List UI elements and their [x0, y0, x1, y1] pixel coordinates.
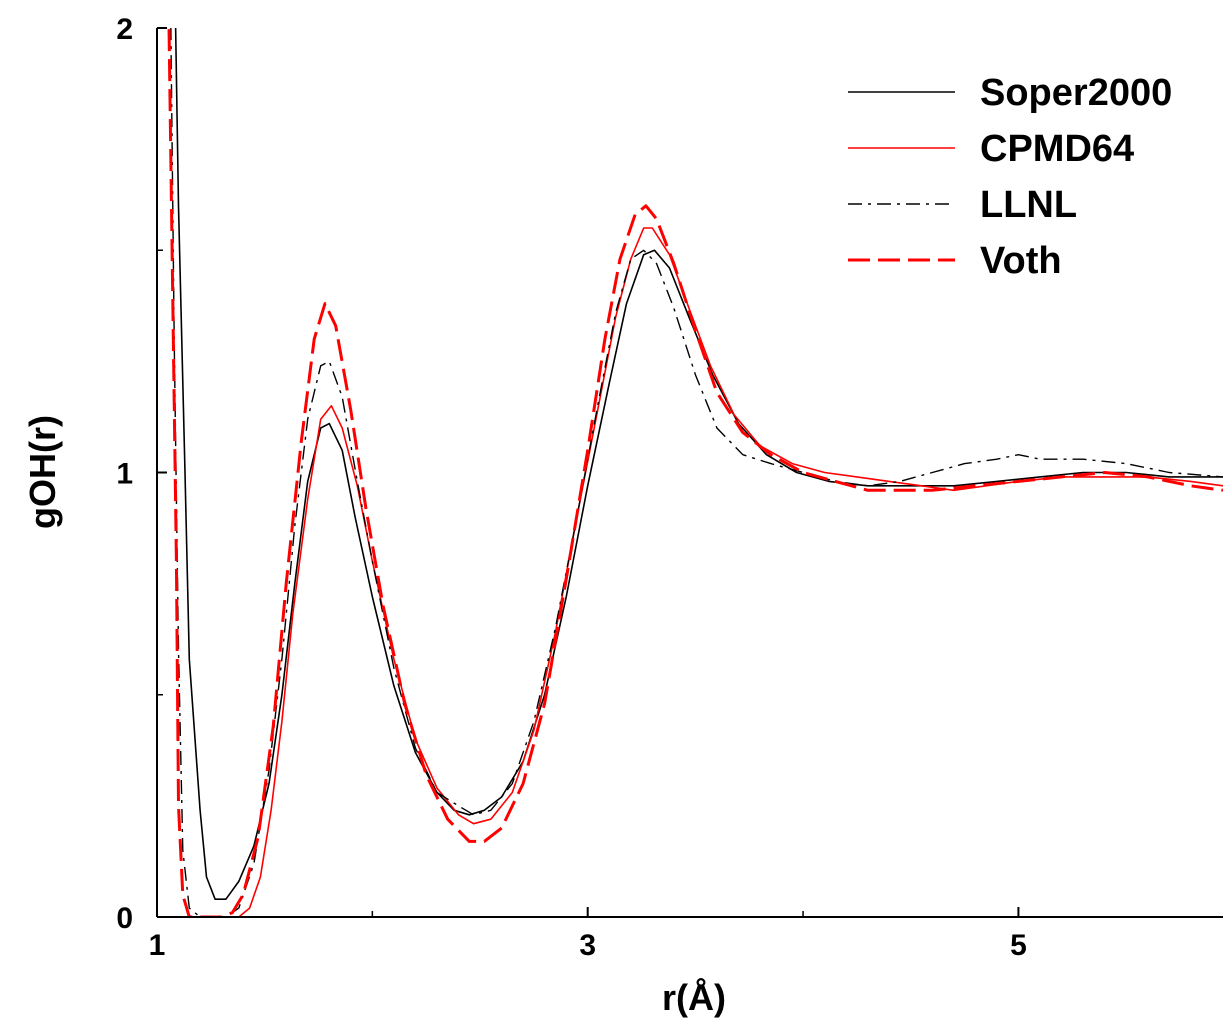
x-tick-label: 3 [579, 929, 596, 962]
legend-label-llnl: LLNL [980, 184, 1077, 226]
y-tick-label: 1 [116, 458, 133, 491]
legend: Soper2000 CPMD64 LLNL Voth [848, 72, 1172, 282]
legend-label-voth: Voth [980, 240, 1062, 282]
x-axis-title: r(Å) [662, 977, 726, 1018]
series-line-voth [167, 28, 1223, 917]
y-axis-title: gOH(r) [22, 415, 63, 529]
series-line-soper2000 [174, 28, 1223, 900]
series-layer [167, 28, 1223, 917]
ticks-layer [156, 27, 1020, 918]
y-tick-label: 0 [116, 902, 133, 935]
series-line-llnl [170, 28, 1223, 917]
series-line-cpmd64 [221, 227, 1223, 917]
x-tick-label: 5 [1010, 929, 1027, 962]
legend-label-soper2000: Soper2000 [980, 72, 1172, 114]
legend-label-cpmd64: CPMD64 [980, 128, 1134, 170]
x-tick-label: 1 [149, 929, 166, 962]
y-tick-label: 2 [116, 13, 133, 46]
